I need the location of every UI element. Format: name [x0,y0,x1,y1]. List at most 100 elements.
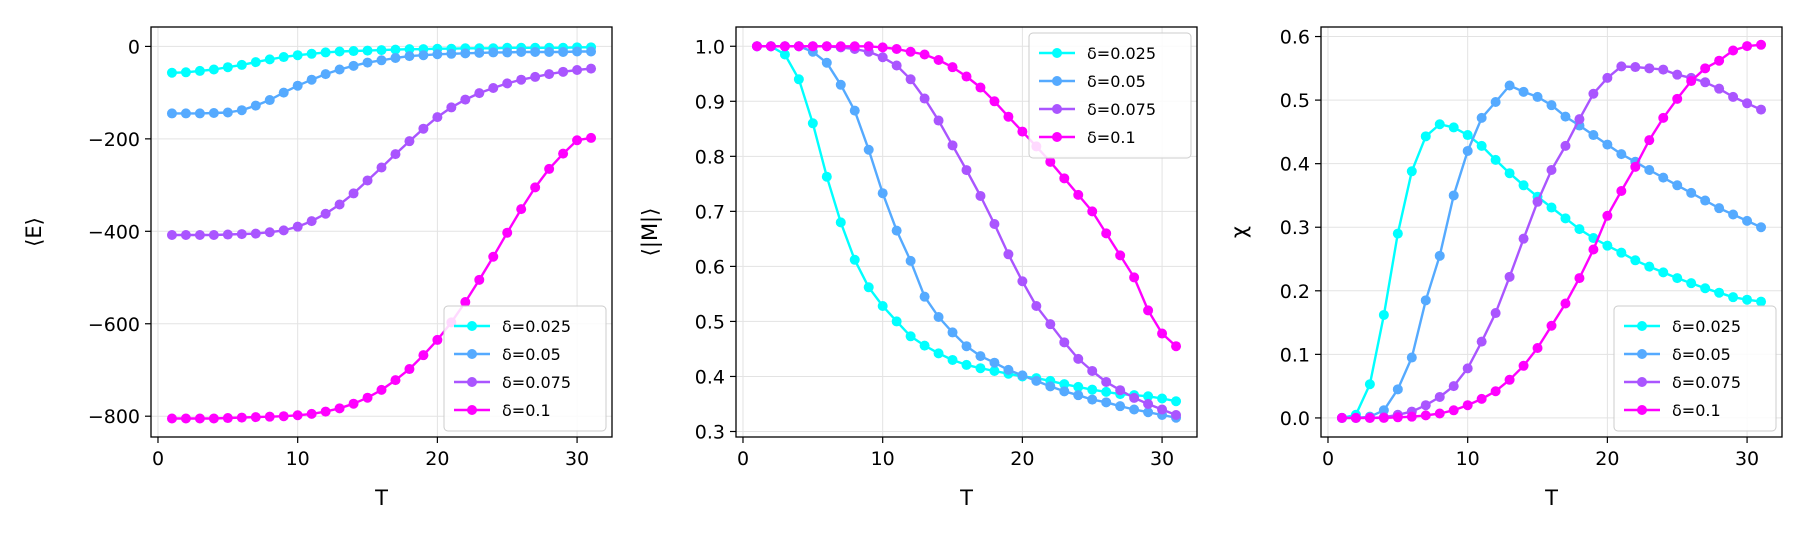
series-2-point [236,105,247,116]
series-4-point [222,413,233,424]
series-4-point [180,413,191,424]
legend-label: δ=0.025 [502,317,571,336]
series-2-point [1045,381,1056,392]
series-3-point [488,83,499,94]
x-tick-label: 10 [286,448,310,470]
series-2-point [586,46,597,57]
series-1-point [1686,278,1697,289]
series-4-point [320,406,331,417]
series-2-point [460,48,471,59]
series-3-point [348,188,359,199]
series-1-point [348,46,359,57]
series-2-point [1434,250,1445,261]
series-4-point [975,82,986,93]
x-tick-label: 0 [152,448,164,470]
series-1-point [863,282,874,293]
series-4-point [1490,386,1501,397]
plot-frame [735,26,1198,438]
series-4-point [208,413,219,424]
legend-swatch-marker [467,405,477,415]
series-4-point [1630,161,1641,172]
series-2-point [1059,386,1070,397]
series-3-point [1059,337,1070,348]
y-tick-label: 0.1 [1280,344,1310,366]
series-4-point [1728,45,1739,56]
series-1-point [1602,240,1613,251]
series-3-point [1742,98,1753,109]
series-1-point [807,118,818,129]
series-1-point [1073,381,1084,392]
series-4-point [306,408,317,419]
series-3-point [1031,301,1042,312]
series-2-point [905,255,916,266]
x-tick-label: 30 [565,448,589,470]
series-4-point [1742,41,1753,52]
series-2-point [222,107,233,118]
series-3-point [530,71,541,82]
series-2-point [1378,405,1389,416]
series-1-point [1756,296,1767,307]
series-2-point [1686,187,1697,198]
series-2-point [919,291,930,302]
series-1-point [1364,379,1375,390]
series-4-point [1171,341,1182,352]
series-4-point [1504,374,1515,385]
series-line-3 [172,67,592,237]
series-4-point [1574,273,1585,284]
series-3-point [376,162,387,173]
series-3-point [586,63,597,74]
series-1-point [1672,273,1683,284]
legend: δ=0.025 δ=0.05 δ=0.075 δ=0.1 [443,305,607,432]
series-1-point [376,45,387,56]
series-1-point [989,365,1000,376]
series-1-point [320,47,331,58]
series-3-point [1003,249,1014,260]
x-axis-title: T [374,486,388,510]
series-1-point [194,65,205,76]
series-4-point [404,364,415,375]
series-4-point [1644,135,1655,146]
series-3-point [222,229,233,240]
series-2-point [418,50,429,61]
series-4-point [863,41,874,52]
series-4-point [432,334,443,345]
series-2-point [1462,145,1473,156]
series-4-point [1602,210,1613,221]
x-tick-label: 0 [1322,448,1334,470]
series-2-point [1658,172,1669,183]
series-4-point [348,398,359,409]
series-3-point [1420,400,1431,411]
series-2-point [1756,222,1767,233]
series-3-point [1532,196,1543,207]
series-4-point [1392,412,1403,423]
series-3-point [1630,62,1641,73]
series-2-point [1700,195,1711,206]
series-2-point [264,95,275,106]
series-2-point [1714,203,1725,214]
series-2-point [1031,375,1042,386]
series-3-point [1087,365,1098,376]
series-2-point [320,69,331,80]
series-2-point [1672,180,1683,191]
series-4-point [1462,400,1473,411]
series-3-point [474,88,485,99]
series-1-point [1392,228,1403,239]
series-3-point [933,115,944,126]
legend-swatch-marker [1637,349,1647,359]
series-2-point [558,46,569,57]
series-2-point [891,225,902,236]
series-3-point [502,78,513,89]
series-2-point [1546,100,1557,111]
series-1-point [390,44,401,55]
series-3-point [1602,72,1613,83]
series-4-point [1087,206,1098,217]
y-tick-label: 0.4 [1280,154,1310,176]
y-tick-label: 0.7 [695,201,725,223]
series-2-point [1017,370,1028,381]
series-2-point [1644,165,1655,176]
legend-box [443,305,607,432]
series-1-point [1658,267,1669,278]
series-3-point [1658,64,1669,75]
series-1-point [1059,379,1070,390]
series-3-point [877,52,888,63]
